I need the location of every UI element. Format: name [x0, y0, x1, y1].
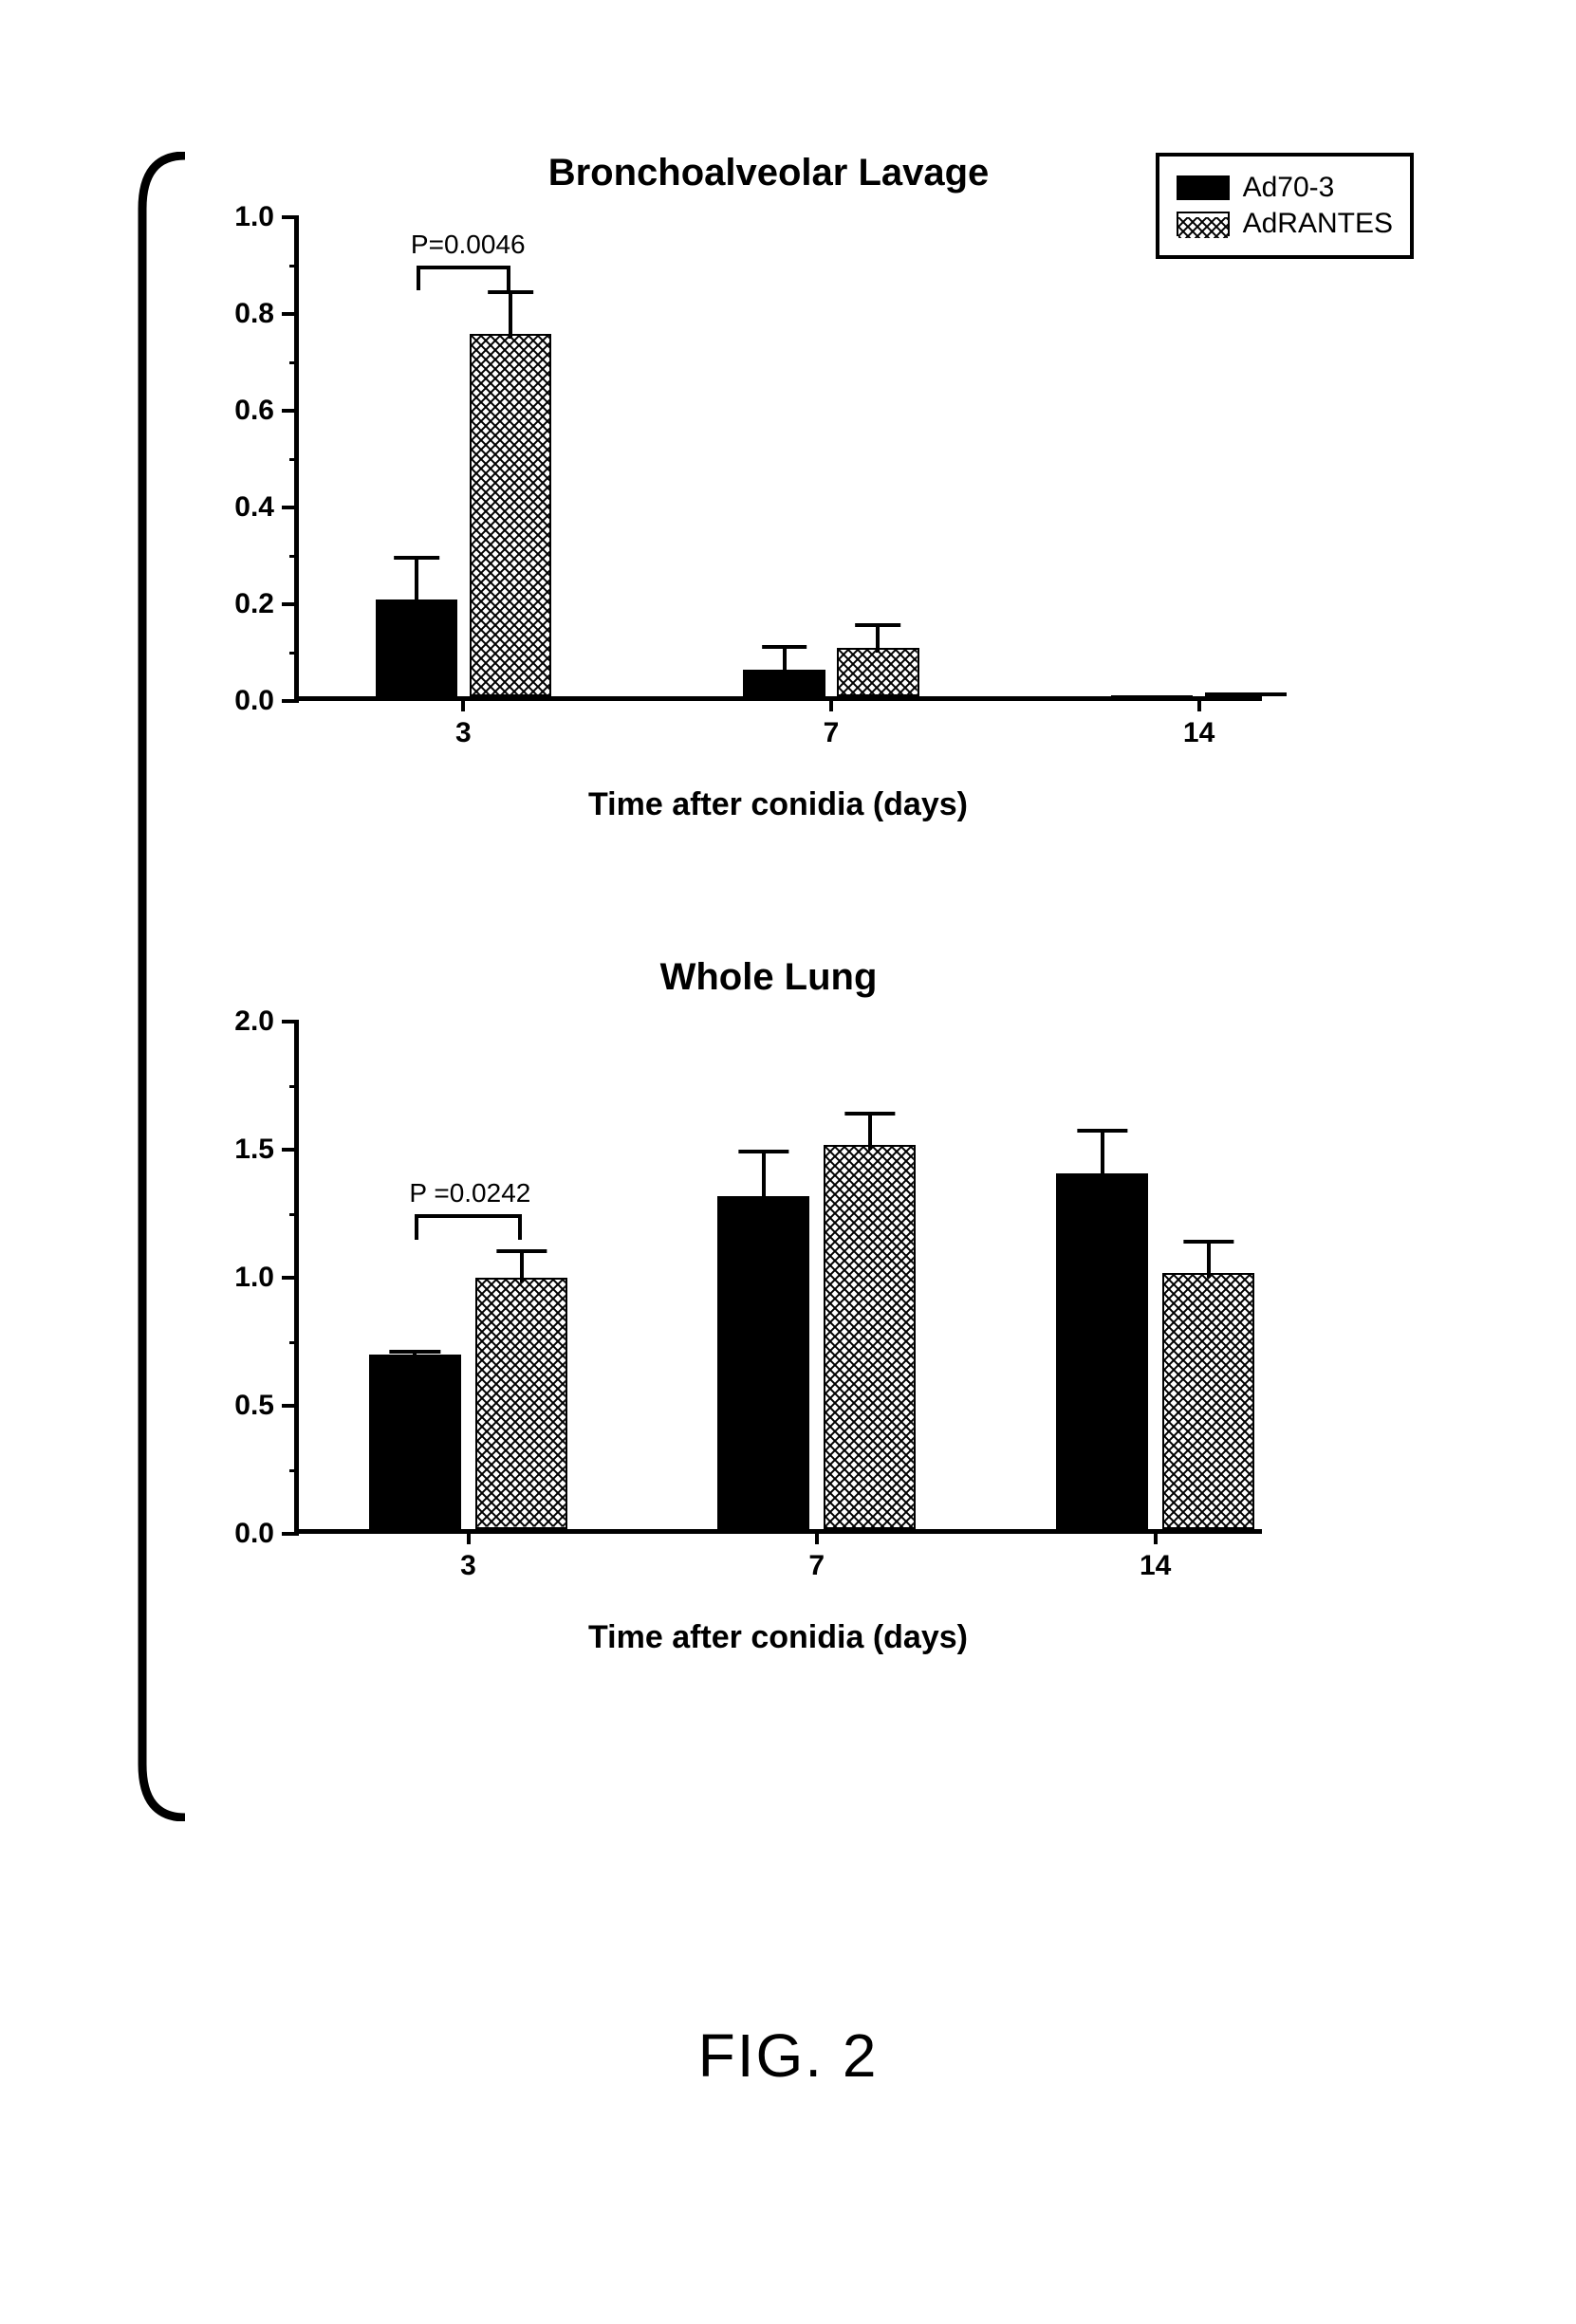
panel-title: Whole Lung	[285, 956, 1252, 999]
ytick-minor	[289, 652, 299, 655]
ytick-label: 1.0	[234, 201, 274, 233]
ytick	[282, 312, 299, 316]
ytick-label: 0.8	[234, 298, 274, 330]
error-cap	[496, 1249, 547, 1253]
xtick	[467, 1529, 471, 1544]
xtick-label: 14	[1140, 1550, 1171, 1582]
bar	[1111, 695, 1194, 696]
error-bar	[1101, 1129, 1104, 1177]
legend-row: Ad70-3	[1177, 172, 1393, 204]
pvalue-bracket	[507, 266, 510, 290]
ytick-label: 0.4	[234, 491, 274, 524]
ytick-minor	[289, 361, 299, 364]
error-cap	[844, 1112, 895, 1116]
error-cap	[390, 1350, 440, 1354]
bar	[824, 1145, 916, 1529]
x-axis-label: Time after conidia (days)	[294, 1619, 1262, 1656]
bar	[376, 599, 458, 696]
error-bar	[1207, 1240, 1211, 1279]
chart-area: 0.00.51.01.52.03 7 14 P =0.0242	[171, 1022, 1404, 1619]
ytick	[282, 409, 299, 413]
bar	[837, 648, 919, 696]
pvalue-text: P =0.0242	[409, 1178, 530, 1208]
ytick	[282, 602, 299, 606]
legend-label: Ad70-3	[1243, 172, 1335, 204]
pvalue-text: P=0.0046	[411, 230, 526, 260]
error-cap	[488, 290, 533, 294]
x-axis-label: Time after conidia (days)	[294, 786, 1262, 823]
error-cap	[762, 645, 807, 649]
ytick-minor	[289, 1213, 299, 1216]
panel-lung: Whole Lung0.00.51.01.52.03 7 14 P =0.024…	[171, 956, 1404, 1656]
xtick	[1197, 696, 1201, 711]
ytick	[282, 215, 299, 219]
legend-label: AdRANTES	[1243, 208, 1393, 240]
error-bar	[868, 1112, 872, 1151]
swatch-solid	[1177, 175, 1230, 200]
ytick	[282, 1404, 299, 1408]
ytick	[282, 1276, 299, 1280]
ytick-label: 0.0	[234, 1518, 274, 1550]
ytick-minor	[289, 458, 299, 461]
error-cap	[1183, 1240, 1233, 1244]
ytick-minor	[289, 1085, 299, 1088]
error-bar	[876, 623, 880, 653]
bar	[1162, 1273, 1254, 1529]
error-bar	[783, 645, 787, 674]
ytick-label: 1.0	[234, 1262, 274, 1294]
panel-bal: Bronchoalveolar LavageAd70-3 AdRANTES0.0…	[171, 152, 1404, 823]
plot: 0.00.51.01.52.03 7 14 P =0.0242	[294, 1022, 1262, 1534]
error-bar	[520, 1249, 524, 1282]
xtick-label: 7	[824, 717, 840, 749]
xtick-label: 7	[808, 1550, 825, 1582]
panel-title: Bronchoalveolar Lavage	[285, 152, 1252, 194]
ytick	[282, 1532, 299, 1536]
error-cap	[1077, 1129, 1127, 1133]
bar	[369, 1355, 461, 1529]
pvalue-bracket	[415, 1214, 521, 1218]
pvalue-bracket	[415, 1214, 418, 1240]
xtick-label: 3	[460, 1550, 476, 1582]
ytick	[282, 506, 299, 509]
bar	[470, 334, 552, 697]
ytick-label: 0.5	[234, 1390, 274, 1422]
error-bar	[762, 1150, 766, 1201]
ytick-label: 0.6	[234, 395, 274, 427]
chart-area: Ad70-3 AdRANTES0.00.20.40.60.81.03 7 14 …	[171, 217, 1404, 786]
ytick-label: 1.5	[234, 1134, 274, 1166]
plot: 0.00.20.40.60.81.03 7 14 P=0.0046	[294, 217, 1262, 701]
ytick	[282, 1020, 299, 1024]
pvalue-bracket	[417, 266, 510, 269]
bar	[717, 1196, 809, 1529]
xtick	[1154, 1529, 1158, 1544]
error-bar	[415, 556, 418, 604]
ytick	[282, 1148, 299, 1152]
ytick-label: 0.2	[234, 588, 274, 620]
error-cap	[856, 623, 901, 627]
bar	[475, 1278, 567, 1529]
bar	[1056, 1173, 1148, 1529]
error-cap	[738, 1150, 788, 1153]
bar	[1205, 692, 1288, 696]
pvalue-bracket	[417, 266, 420, 290]
ytick-label: 2.0	[234, 1005, 274, 1038]
figure-caption: FIG. 2	[0, 2020, 1576, 2091]
xtick	[461, 696, 465, 711]
ytick-minor	[289, 1469, 299, 1472]
ytick-label: 0.0	[234, 685, 274, 717]
pvalue-bracket	[518, 1214, 522, 1240]
ytick	[282, 699, 299, 703]
xtick-label: 14	[1183, 717, 1214, 749]
xtick	[829, 696, 833, 711]
ytick-minor	[289, 265, 299, 267]
ytick-minor	[289, 1341, 299, 1344]
error-bar	[509, 290, 512, 339]
xtick	[815, 1529, 819, 1544]
ytick-minor	[289, 555, 299, 558]
figure-wrap: Bronchoalveolar LavageAd70-3 AdRANTES0.0…	[171, 152, 1404, 1789]
error-cap	[394, 556, 439, 560]
xtick-label: 3	[455, 717, 472, 749]
